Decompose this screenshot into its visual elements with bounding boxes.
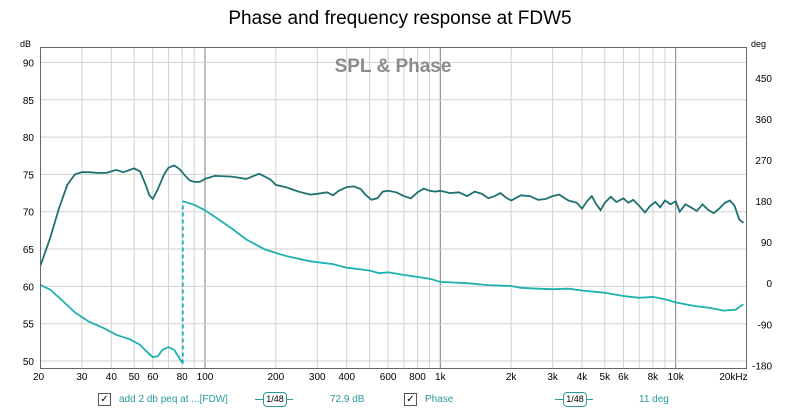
right-tick-label: 360 <box>755 115 772 126</box>
spl-visibility-checkbox[interactable]: ✓ <box>98 392 111 406</box>
spl-smoothing-selector[interactable]: 1/48 <box>255 390 293 408</box>
x-tick-label: 6k <box>618 372 630 383</box>
spl-smoothing-value: 1/48 <box>263 392 287 407</box>
chart-title: Phase and frequency response at FDW5 <box>228 8 572 29</box>
right-tick-label: -180 <box>752 361 772 372</box>
legend-item-spl[interactable]: ✓ <box>98 390 111 408</box>
x-tick-label: 8k <box>648 372 660 383</box>
phase-smoothing-selector[interactable]: 1/48 <box>555 390 593 408</box>
left-tick-label: 80 <box>23 133 35 144</box>
right-axis-unit: deg <box>751 39 766 49</box>
x-tick-label: 20kHz <box>719 372 747 383</box>
phase-visibility-checkbox[interactable]: ✓ <box>404 392 417 406</box>
left-tick-label: 60 <box>23 282 35 293</box>
phase-curve <box>182 200 744 312</box>
left-axis-unit: dB <box>20 39 31 49</box>
right-tick-label: 0 <box>766 279 772 290</box>
plot-frame <box>40 47 747 369</box>
x-tick-label: 10k <box>668 372 685 383</box>
left-tick-label: 55 <box>23 320 35 331</box>
x-tick-label: 100 <box>197 372 214 383</box>
right-tick-label: 90 <box>761 238 773 249</box>
x-tick-label: 40 <box>106 372 118 383</box>
phase-curve <box>40 284 184 364</box>
x-tick-label: 600 <box>380 372 397 383</box>
left-tick-label: 65 <box>23 245 35 256</box>
grid <box>40 47 747 369</box>
phase-smoothing-value: 1/48 <box>563 392 587 407</box>
x-tick-label: 800 <box>409 372 426 383</box>
spl-legend-label: add 2 db peq at ...[FDW] <box>119 393 228 405</box>
series-layer <box>39 164 744 364</box>
x-tick-label: 50 <box>129 372 141 383</box>
right-tick-label: 450 <box>755 74 772 85</box>
left-tick-label: 75 <box>23 170 35 181</box>
x-tick-label: 400 <box>338 372 355 383</box>
legend: ✓ add 2 db peq at ...[FDW] 1/48 72.9 dB … <box>0 390 800 410</box>
x-tick-label: 1k <box>435 372 447 383</box>
spl-phase-chart: SPL & Phase dB deg 20 30 40 50 60 80 100 200 300… <box>20 39 773 383</box>
tick-labels: 20 30 40 50 60 80 100 200 300 400 600 800 1k 2k 3k 4k 5k… <box>23 58 773 383</box>
watermark: SPL & Phase <box>335 56 452 77</box>
phase-cursor-value: 11 deg <box>639 393 669 405</box>
phase-legend-label: Phase <box>425 393 454 405</box>
x-tick-label: 3k <box>547 372 559 383</box>
right-tick-label: -90 <box>758 320 773 331</box>
x-tick-label: 5k <box>600 372 612 383</box>
spl-cursor-value: 72.9 dB <box>330 393 365 405</box>
legend-item-phase[interactable]: ✓ <box>404 390 417 408</box>
left-tick-label: 90 <box>23 58 35 69</box>
x-tick-label: 4k <box>577 372 589 383</box>
left-tick-label: 50 <box>23 357 35 368</box>
x-tick-label: 200 <box>267 372 284 383</box>
x-tick-label: 60 <box>147 372 159 383</box>
spl-curve <box>39 164 744 266</box>
right-tick-label: 270 <box>755 156 772 167</box>
x-tick-label: 80 <box>177 372 189 383</box>
x-tick-label: 2k <box>506 372 518 383</box>
x-tick-label: 300 <box>309 372 326 383</box>
right-tick-label: 180 <box>755 197 772 208</box>
x-tick-label: 30 <box>76 372 88 383</box>
left-tick-label: 85 <box>23 96 35 107</box>
x-tick-label: 20 <box>33 372 45 383</box>
left-tick-label: 70 <box>23 208 35 219</box>
